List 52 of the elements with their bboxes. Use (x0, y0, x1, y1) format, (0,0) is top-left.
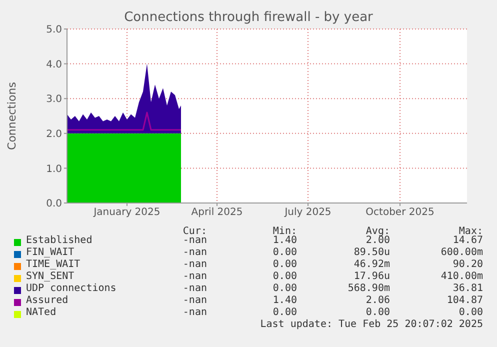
x-tick-label: October 2025 (366, 207, 434, 218)
text: -nan (182, 271, 207, 282)
text: 90.20 (452, 259, 483, 270)
text: 14.67 (452, 235, 483, 246)
legend-label: FIN_WAIT (26, 247, 74, 258)
x-tick-label: July 2025 (284, 207, 332, 218)
text: 600.00m (440, 247, 483, 258)
text: 36.81 (452, 283, 483, 294)
text: Max: (458, 226, 483, 237)
text: -nan (182, 307, 207, 318)
text: 1.40 (272, 235, 297, 246)
text: Avg: (366, 226, 390, 237)
text: -nan (182, 247, 207, 258)
y-tick-label: 3.0 (46, 94, 62, 106)
x-tick-label: January 2025 (92, 207, 160, 218)
text: 0.00 (272, 259, 297, 270)
text: -nan (182, 259, 207, 270)
text: 410.00m (440, 271, 483, 282)
legend-label: NATed (26, 307, 56, 318)
text: Cur: (182, 226, 207, 237)
text: 89.50u (354, 247, 390, 258)
x-tick-label: April 2025 (191, 207, 243, 218)
text: 0.00 (272, 271, 297, 282)
chart-title: Connections through firewall - by year (123, 10, 374, 25)
legend-label: TIME_WAIT (26, 259, 80, 270)
text: -nan (182, 295, 207, 306)
text: 0.00 (272, 247, 297, 258)
text: 0.00 (272, 283, 297, 294)
legend-label: UDP connections (26, 283, 116, 294)
text: 2.00 (366, 235, 390, 246)
text: 104.87 (446, 295, 483, 306)
y-tick-label: 0.0 (46, 198, 62, 210)
text: 0.00 (366, 307, 390, 318)
y-tick-label: 5.0 (46, 24, 62, 36)
text: -nan (182, 283, 207, 294)
text: -nan (182, 235, 207, 246)
text: 568.90m (348, 283, 390, 294)
text: 0.00 (272, 307, 297, 318)
text: 46.92m (354, 259, 390, 270)
y-axis-title: Connections (6, 82, 18, 150)
text: Min: (272, 226, 297, 237)
legend-label: Established (26, 235, 92, 246)
text: Last update: Tue Feb 25 20:07:02 2025 (260, 319, 483, 330)
y-tick-label: 2.0 (46, 128, 62, 140)
y-tick-label: 4.0 (46, 59, 62, 70)
y-tick-label: 1.0 (46, 164, 62, 175)
text: 0.00 (458, 307, 483, 318)
legend-label: Assured (26, 295, 68, 306)
text: 17.96u (354, 271, 390, 282)
legend-label: SYN_SENT (26, 271, 74, 282)
text: 2.06 (366, 295, 390, 306)
text: 1.40 (272, 295, 297, 306)
